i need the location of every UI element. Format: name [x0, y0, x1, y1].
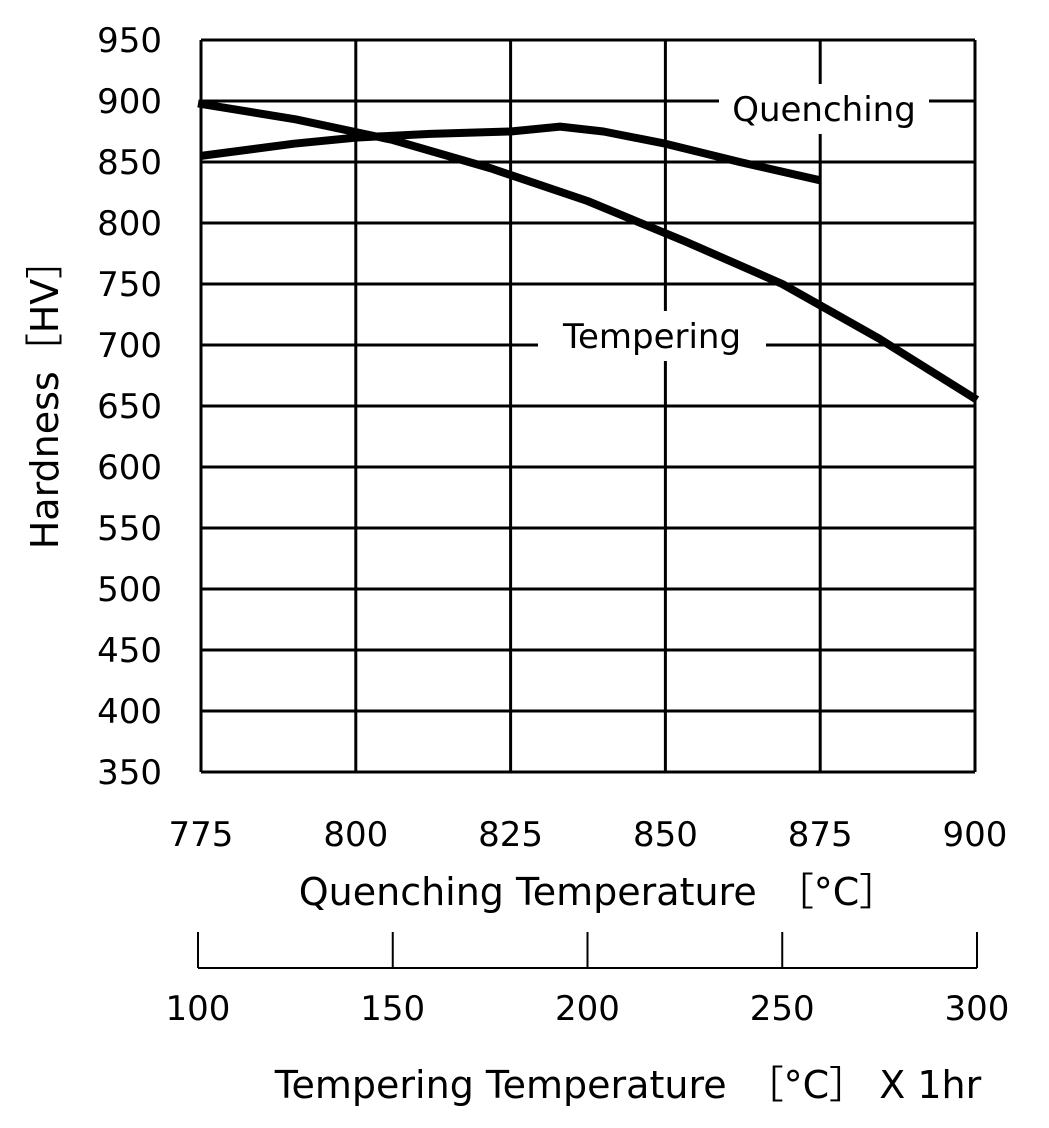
x-tick-label: 875: [788, 815, 853, 855]
x2-tick-label: 300: [945, 989, 1010, 1029]
x-tick-label: 800: [323, 815, 388, 855]
x-tick-labels: 775 800 825 850 875 900: [169, 815, 1008, 855]
x-axis-title: Quenching Temperature ［°C］: [299, 870, 898, 914]
y-tick-label: 400: [97, 692, 162, 732]
series-line-tempering: [197, 99, 980, 404]
x2-tick-label: 150: [360, 989, 425, 1029]
y-tick-label: 950: [97, 21, 162, 61]
series-labels: Quenching Tempering: [538, 84, 929, 361]
y-tick-labels: 950 900 850 800 750 700 650 600 550 500 450 400 350: [97, 21, 162, 793]
x-tick-label: 825: [478, 815, 543, 855]
y-tick-label: 600: [97, 448, 162, 488]
x2-axis-title: Tempering Temperature ［°C］ X 1hr: [274, 1063, 982, 1107]
y-tick-label: 750: [97, 265, 162, 305]
series-label-quenching: Quenching: [732, 90, 916, 130]
y-tick-label: 850: [97, 143, 162, 183]
x-tick-label: 900: [943, 815, 1008, 855]
y-tick-label: 650: [97, 387, 162, 427]
series-line-quenching: [200, 122, 822, 185]
y-tick-label: 450: [97, 631, 162, 671]
tempering-axis: 100 150 200 250 300: [166, 932, 1010, 1029]
y-axis-title: Hardness［HV］: [23, 241, 67, 550]
x-tick-label: 850: [633, 815, 698, 855]
y-tick-label: 550: [97, 509, 162, 549]
series-label-bg: [538, 311, 766, 361]
x2-tick-label: 200: [555, 989, 620, 1029]
x-tick-label: 775: [169, 815, 234, 855]
grid: [199, 38, 977, 774]
y-tick-label: 900: [97, 82, 162, 122]
y-tick-label: 350: [97, 753, 162, 793]
y-tick-label: 500: [97, 570, 162, 610]
x2-tick-label: 250: [750, 989, 815, 1029]
series-label-bg: [719, 84, 929, 134]
y-tick-label: 700: [97, 326, 162, 366]
series-lines: [197, 99, 980, 404]
series-label-tempering: Tempering: [562, 317, 741, 357]
y-tick-label: 800: [97, 204, 162, 244]
x2-tick-label: 100: [166, 989, 231, 1029]
